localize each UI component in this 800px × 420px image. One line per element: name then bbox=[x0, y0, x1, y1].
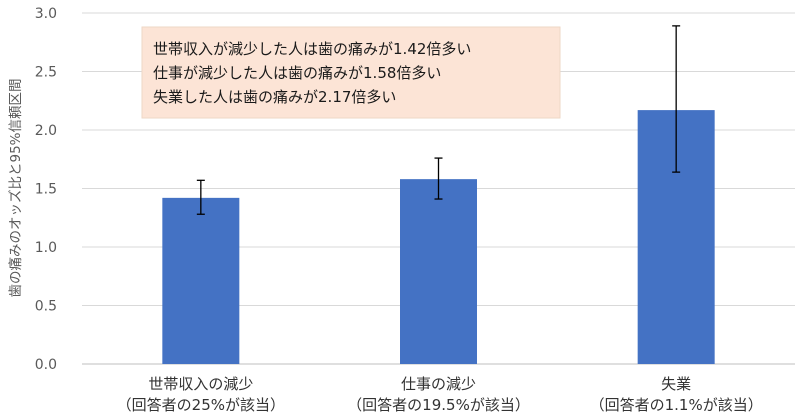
x-axis-categories: 世帯収入の減少 （回答者の25%が該当） 仕事の減少 （回答者の19.5%が該当） 失業… bbox=[117, 375, 763, 414]
y-tick-label: 1.5 bbox=[35, 182, 57, 198]
x-category-sublabel: （回答者の25%が該当） bbox=[117, 396, 285, 414]
y-tick-label: 1.0 bbox=[35, 240, 57, 256]
y-tick-label: 2.0 bbox=[35, 123, 57, 139]
bar bbox=[400, 179, 477, 364]
bar bbox=[162, 197, 240, 364]
y-tick-label: 2.5 bbox=[35, 65, 57, 81]
x-category-label: 仕事の減少 bbox=[401, 375, 476, 393]
annotation-line-1: 世帯収入が減少した人は歯の痛みが1.42倍多い bbox=[153, 40, 471, 58]
y-axis-label: 歯の痛みのオッズ比と95%信頼区間 bbox=[7, 78, 24, 297]
x-category-label: 世帯収入の減少 bbox=[148, 375, 253, 393]
x-category-sublabel: （回答者の19.5%が該当） bbox=[347, 396, 530, 414]
y-tick-label: 0.5 bbox=[35, 299, 57, 315]
y-tick-label: 0.0 bbox=[35, 357, 57, 373]
y-axis-ticks: 0.0 0.5 1.0 1.5 2.0 2.5 3.0 bbox=[35, 6, 57, 373]
bars bbox=[162, 110, 715, 364]
annotation-box: 世帯収入が減少した人は歯の痛みが1.42倍多い 仕事が減少した人は歯の痛みが1.… bbox=[141, 26, 561, 119]
annotation-line-3: 失業した人は歯の痛みが2.17倍多い bbox=[153, 88, 396, 106]
error-bars bbox=[196, 25, 681, 215]
x-category-label: 失業 bbox=[661, 375, 691, 393]
y-tick-label: 3.0 bbox=[35, 6, 57, 22]
annotation-line-2: 仕事が減少した人は歯の痛みが1.58倍多い bbox=[153, 64, 441, 82]
x-category-sublabel: （回答者の1.1%が該当） bbox=[590, 396, 763, 414]
annotation-background bbox=[141, 26, 561, 119]
